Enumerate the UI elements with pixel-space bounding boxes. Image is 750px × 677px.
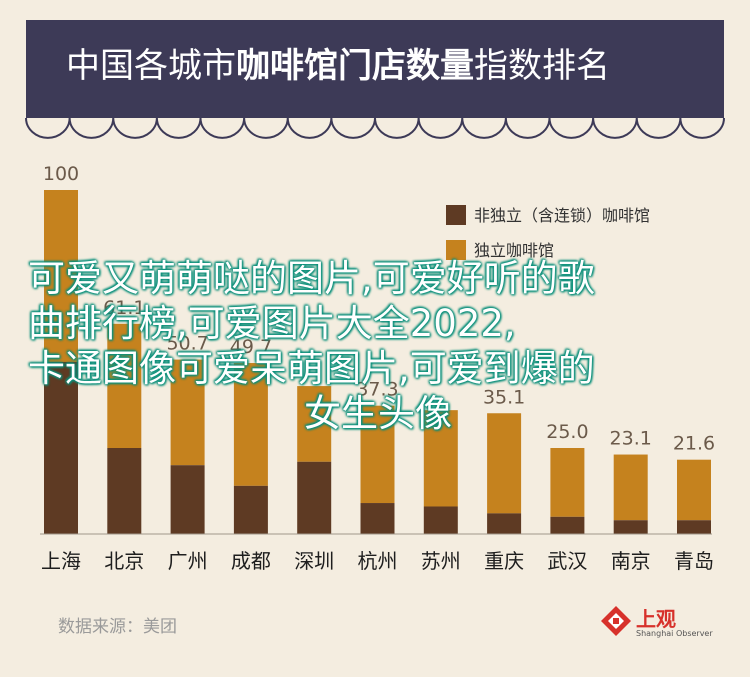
bar-independent-2 <box>170 359 205 466</box>
bar-non-independent-4 <box>297 461 332 534</box>
bar-non-independent-2 <box>170 465 205 534</box>
category-label-3: 成都 <box>231 549 271 573</box>
value-label-8: 25.0 <box>546 421 588 443</box>
bar-non-independent-8 <box>550 516 585 534</box>
logo-chinese-text: 上观 <box>636 607 676 631</box>
value-label-10: 21.6 <box>673 433 715 455</box>
value-label-0: 100 <box>43 163 79 185</box>
bar-non-independent-0 <box>44 362 78 534</box>
bar-independent-3 <box>233 363 268 486</box>
bar-independent-5 <box>360 405 395 504</box>
logo-english-text: Shanghai Observer <box>636 629 713 638</box>
chart-title: 中国各城市咖啡馆门店数量指数排名 <box>66 44 610 88</box>
bar-independent-0 <box>44 190 78 362</box>
stacked-bar-chart: 100 61.1 50.7 49.7 37.3 35.1 25.0 23.1 21.6 上海 北京… <box>40 163 715 573</box>
category-label-10: 青岛 <box>674 549 714 573</box>
bar-non-independent-1 <box>107 448 142 534</box>
chart-header: 中国各城市咖啡馆门店数量指数排名 <box>26 20 724 118</box>
value-label-7: 35.1 <box>483 386 525 408</box>
legend-label-independent: 独立咖啡馆 <box>474 241 554 260</box>
bar-non-independent-10 <box>677 520 711 534</box>
watermark-overlay-text: 可爱又萌萌哒的图片,可爱好听的歌 曲排行榜,可爱图片大全2022, 卡通图像可爱… <box>28 256 728 436</box>
value-label-9: 23.1 <box>610 428 652 450</box>
category-label-1: 北京 <box>104 549 144 573</box>
bar-non-independent-5 <box>360 503 395 534</box>
bar-non-independent-3 <box>233 485 268 534</box>
category-label-9: 南京 <box>611 549 651 573</box>
category-label-6: 苏州 <box>421 549 461 573</box>
legend: 非独立（含连锁）咖啡馆 独立咖啡馆 <box>446 205 650 260</box>
category-label-5: 杭州 <box>358 549 398 573</box>
bar-independent-4 <box>297 386 332 462</box>
value-label-1: 61.1 <box>103 297 145 319</box>
overlay-line-4: 女生头像 <box>304 392 452 435</box>
category-label-0: 上海 <box>41 549 81 573</box>
bars-group <box>44 190 711 534</box>
title-part-3: 指数排名 <box>474 46 610 86</box>
bar-non-independent-9 <box>613 520 648 534</box>
bar-non-independent-7 <box>487 513 522 534</box>
bar-independent-10 <box>677 459 711 521</box>
category-label-2: 广州 <box>168 549 208 573</box>
bar-independent-8 <box>550 448 585 517</box>
bar-independent-9 <box>613 454 648 521</box>
category-label-4: 深圳 <box>294 549 334 573</box>
category-label-7: 重庆 <box>484 549 524 573</box>
bar-independent-1 <box>107 323 142 448</box>
overlay-line-2: 曲排行榜,可爱图片大全2022, <box>28 302 516 345</box>
overlay-line-1: 可爱又萌萌哒的图片,可爱好听的歌 <box>28 257 595 300</box>
header-scallop-border <box>25 118 725 139</box>
value-labels-group: 100 61.1 50.7 49.7 37.3 35.1 25.0 23.1 21.6 <box>43 163 715 455</box>
legend-swatch-non-independent <box>446 205 466 225</box>
legend-swatch-independent <box>446 240 466 260</box>
value-label-3: 49.7 <box>230 336 272 358</box>
category-label-8: 武汉 <box>547 549 587 573</box>
legend-label-non-independent: 非独立（含连锁）咖啡馆 <box>474 206 650 225</box>
bar-independent-6 <box>423 410 458 507</box>
title-part-2: 咖啡馆门店数量 <box>236 46 474 86</box>
bar-non-independent-6 <box>423 506 458 534</box>
scallop-path <box>25 118 725 139</box>
value-label-2: 50.7 <box>166 333 208 355</box>
shanghai-observer-logo: 上观 Shanghai Observer <box>600 603 720 643</box>
logo-diamond-icon <box>601 606 631 636</box>
category-labels-group: 上海 北京 广州 成都 深圳 杭州 苏州 重庆 武汉 南京 青岛 <box>41 549 714 573</box>
title-part-1: 中国各城市 <box>66 46 236 86</box>
bar-independent-7 <box>487 413 522 514</box>
overlay-line-3: 卡通图像可爱呆萌图片,可爱到爆的 <box>28 347 595 390</box>
value-label-5: 37.3 <box>356 379 398 401</box>
data-source: 数据来源：美团 <box>58 617 177 637</box>
